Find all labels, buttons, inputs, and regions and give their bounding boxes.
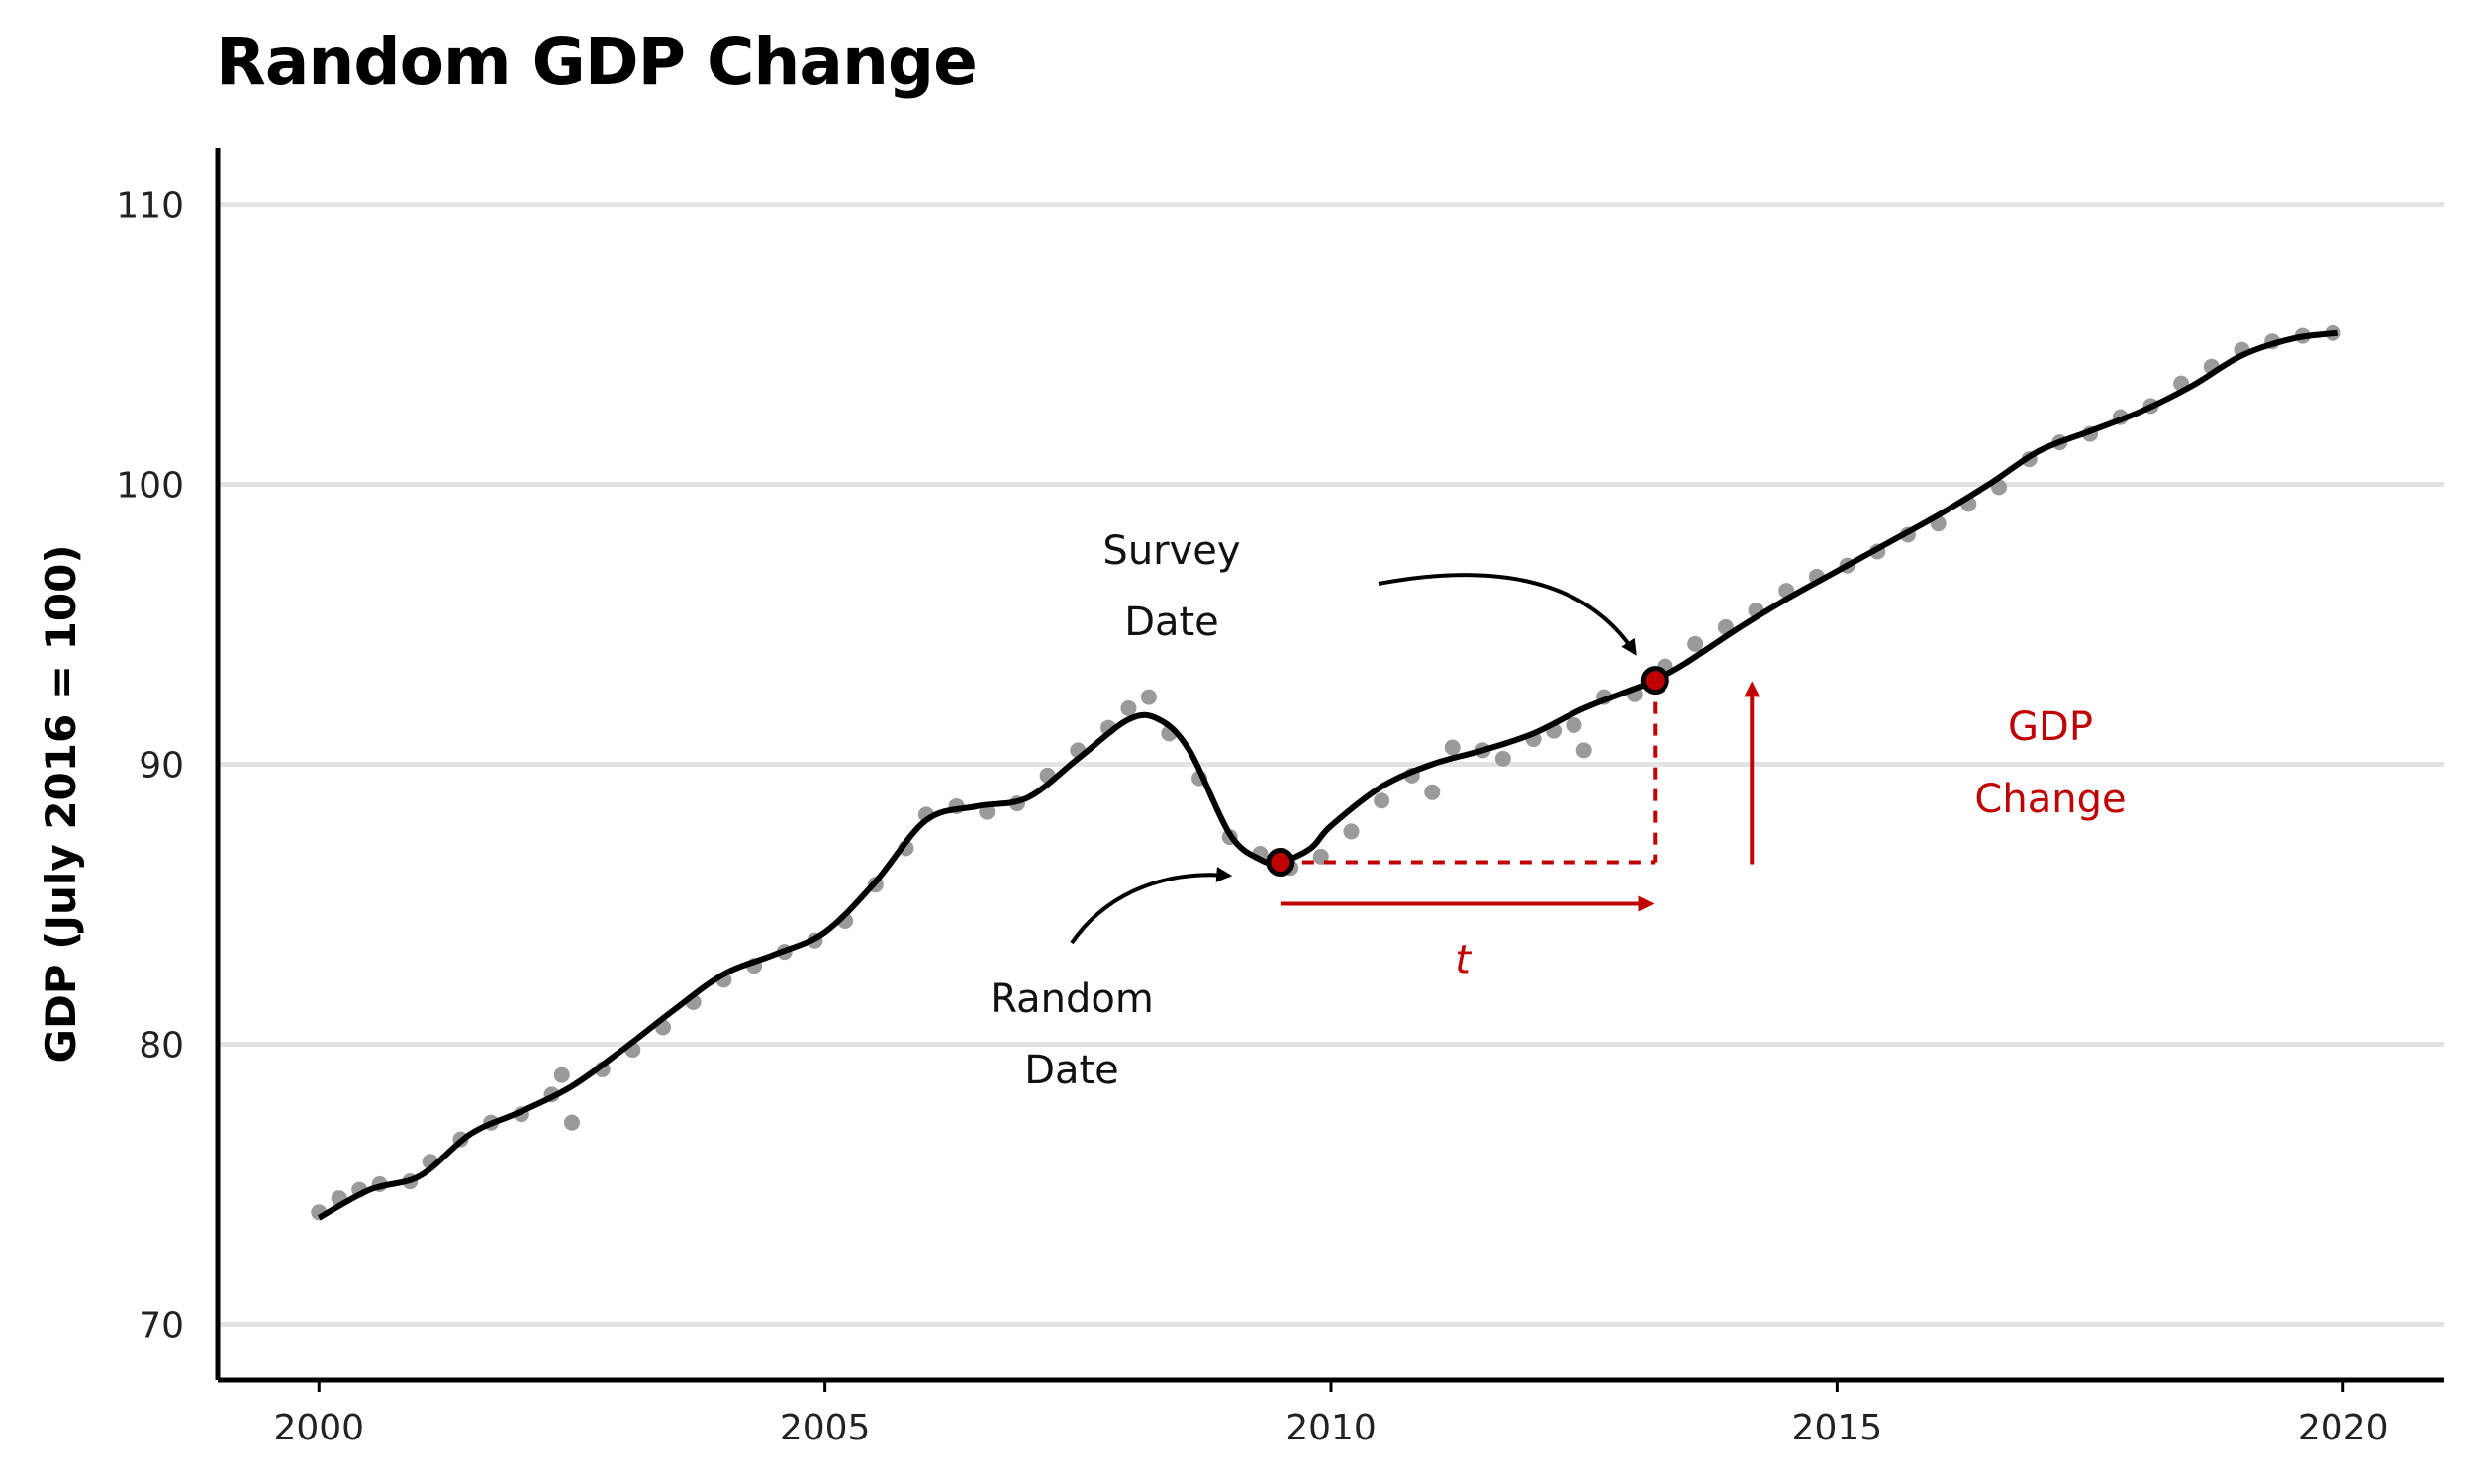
- tick-labels: 70 80 90 100 110 2000 2005 2010 2015 2020 GDP (Jul…: [37, 186, 2389, 1448]
- x-tick-label-2005: 2005: [780, 1408, 871, 1448]
- axes: [215, 148, 2444, 1392]
- random-date-point: [1266, 848, 1295, 878]
- trend-line-group: [317, 329, 2338, 1221]
- annotations: t GDP Change Survey Date Random Date: [990, 528, 2126, 1093]
- trend-line: [317, 329, 2338, 1221]
- chart-title: Random GDP Change: [216, 24, 978, 100]
- y-tick-label-90: 90: [139, 746, 184, 787]
- x-tick-label-2010: 2010: [1285, 1408, 1377, 1448]
- data-point: [1140, 689, 1157, 705]
- data-point: [1343, 823, 1360, 840]
- data-point: [1374, 792, 1390, 809]
- survey-label-line-1: Survey: [1102, 528, 1240, 574]
- data-point: [1566, 716, 1582, 733]
- data-point: [1575, 742, 1592, 759]
- data-point: [1444, 739, 1461, 756]
- gdp-change-label-line-2: Change: [1974, 777, 2126, 822]
- t-label: t: [1455, 938, 1472, 983]
- data-points: [311, 325, 2341, 1221]
- survey-date-point: [1640, 666, 1669, 696]
- data-point: [1494, 750, 1511, 767]
- x-tick-label-2020: 2020: [2298, 1408, 2389, 1448]
- y-tick-label-70: 70: [139, 1305, 184, 1345]
- data-point: [553, 1067, 570, 1083]
- data-point: [1424, 784, 1441, 800]
- data-point: [563, 1114, 580, 1131]
- data-point: [1687, 635, 1704, 652]
- random-label-line-1: Random: [990, 976, 1154, 1022]
- gridlines: [218, 202, 2444, 1327]
- survey-arrow: [1378, 573, 1637, 656]
- y-axis-label: GDP (July 2016 = 100): [37, 544, 85, 1063]
- x-tick-label-2015: 2015: [1792, 1408, 1883, 1448]
- y-tick-label-100: 100: [116, 466, 184, 507]
- random-arrow: [1070, 867, 1233, 945]
- y-tick-label-110: 110: [116, 186, 184, 227]
- gdp-change-label-line-1: GDP: [2008, 704, 2093, 750]
- data-point: [1120, 699, 1137, 716]
- x-tick-label-2000: 2000: [273, 1408, 364, 1448]
- random-label-line-2: Date: [1024, 1048, 1119, 1093]
- survey-label-line-2: Date: [1124, 600, 1219, 645]
- y-tick-label-80: 80: [139, 1025, 184, 1066]
